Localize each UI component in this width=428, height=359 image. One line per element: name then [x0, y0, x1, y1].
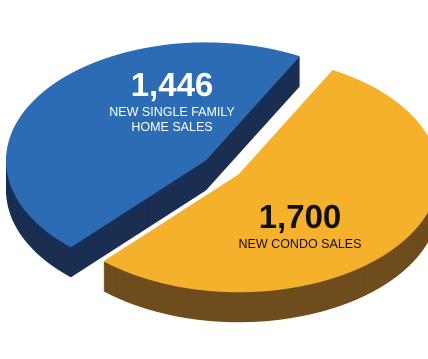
data-label-category-1-0: NEW CONDO SALES: [239, 237, 362, 251]
data-label-category-0-0: NEW SINGLE FAMILY: [109, 105, 235, 119]
pie-slice-0: [6, 42, 300, 248]
data-label-value-1: 1,700: [259, 198, 342, 235]
data-label-value-0: 1,446: [131, 66, 214, 103]
data-label-category-0-1: HOME SALES: [131, 120, 212, 134]
pie-tops: [6, 42, 428, 293]
pie-slice-1: [103, 70, 428, 293]
